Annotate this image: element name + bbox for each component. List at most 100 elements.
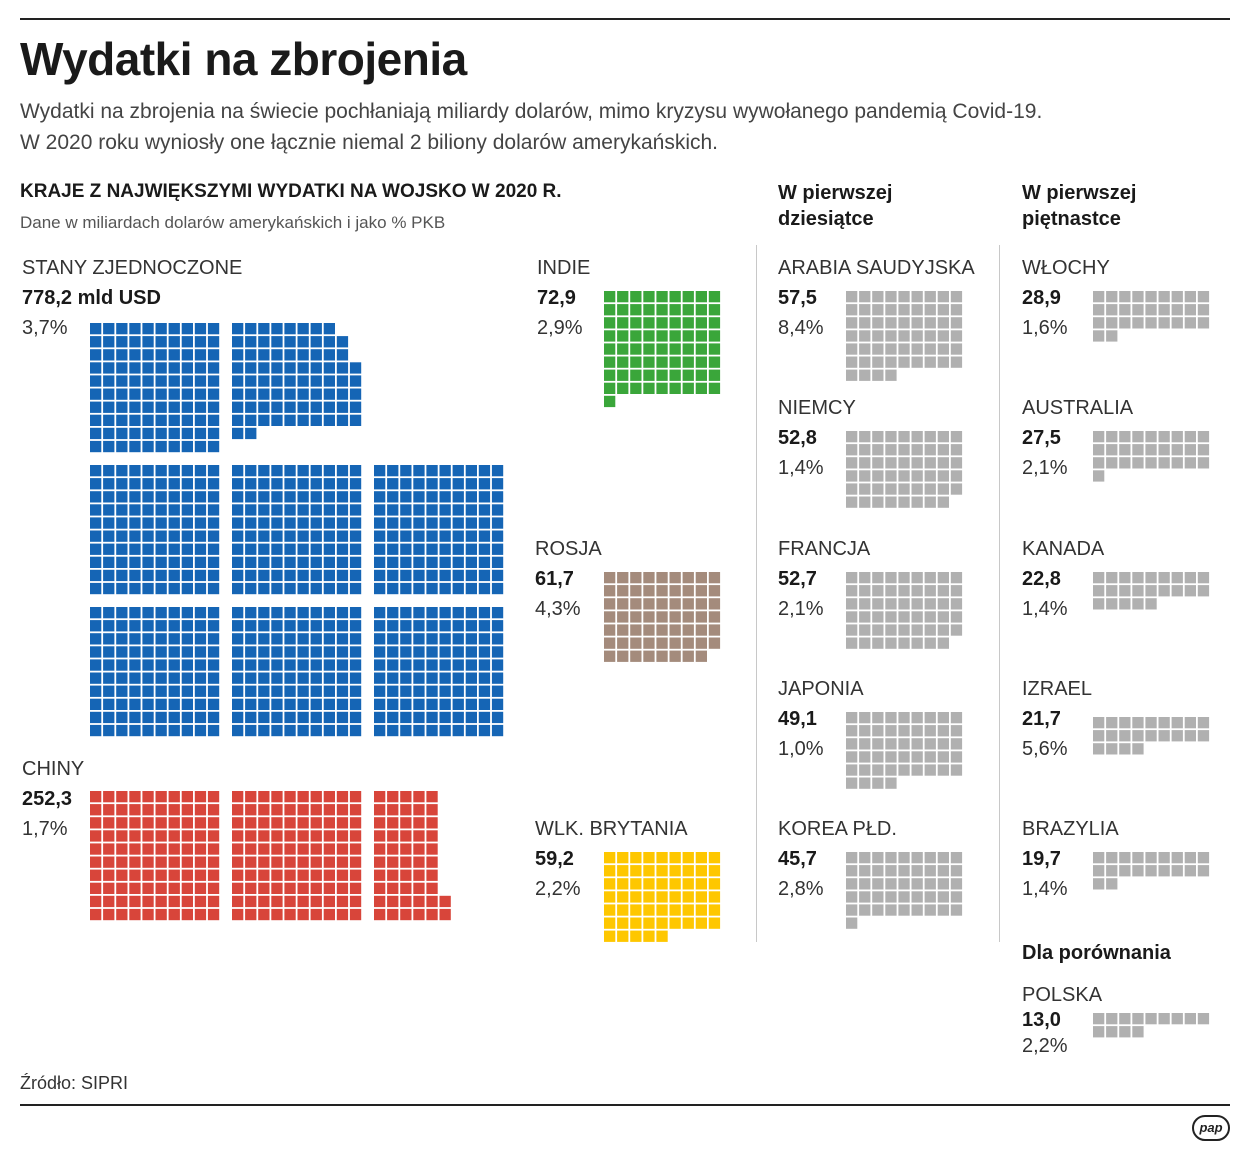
waffle-niemcy-cell [898,496,910,508]
waffle-indie-cell [669,343,681,355]
waffle-stany-zjednoczone-cell [129,517,141,529]
waffle-stany-zjednoczone-cell [142,685,154,697]
waffle-indie-cell [604,382,616,394]
waffle-stany-zjednoczone-cell [271,582,283,595]
waffle-japonia-cell [846,712,858,724]
waffle-stany-zjednoczone-cell [491,491,504,503]
waffle-stany-zjednoczone-cell [103,478,115,490]
waffle-stany-zjednoczone-cell [90,724,102,737]
waffle-rosja-cell [643,637,655,649]
waffle-brazylia-cell [1106,878,1118,890]
waffle-korea-pld-cell [924,891,936,903]
waffle-stany-zjednoczone-cell [271,336,283,348]
waffle-wlk-brytania-cell [656,891,668,903]
waffle-wlk-brytania-cell [669,878,681,890]
waffle-stany-zjednoczone-cell [245,517,257,529]
waffle-australia-cell [1093,431,1105,443]
waffle-stany-zjednoczone-cell [271,517,283,529]
waffle-australia-cell [1119,431,1131,443]
waffle-stany-zjednoczone-cell [90,620,102,632]
waffle-indie-cell [708,291,721,303]
waffle-chiny-cell [168,856,180,868]
country-gdp-brazylia: 1,4% [1022,878,1068,900]
waffle-australia-cell [1158,457,1170,469]
waffle-wlk-brytania-cell [630,878,642,890]
waffle-francja-cell [846,598,858,610]
waffle-rosja-cell [708,611,721,623]
waffle-wlk-brytania-cell [695,891,707,903]
waffle-rosja-cell [630,611,642,623]
waffle-stany-zjednoczone-cell [387,530,399,542]
waffle-stany-zjednoczone-cell [181,427,193,440]
waffle-stany-zjednoczone-cell [258,556,270,568]
waffle-stany-zjednoczone-cell [491,646,504,658]
waffle-stany-zjednoczone-cell [168,517,180,529]
waffle-stany-zjednoczone-cell [413,569,425,582]
waffle-chiny-cell [129,791,141,803]
waffle-australia-cell [1119,444,1131,456]
waffle-stany-zjednoczone-cell [103,349,115,361]
waffle-chiny-cell [155,856,167,868]
waffle-arabia-saudyjska-cell [937,317,949,329]
waffle-rosja-cell [617,650,629,662]
waffle-wlochy-cell [1197,304,1210,316]
waffle-australia-cell [1171,431,1183,443]
waffle-indie-cell [617,291,629,303]
waffle-stany-zjednoczone-cell [258,724,270,737]
waffle-wlochy-cell [1184,317,1196,329]
country-label-brazylia: BRAZYLIA [1022,818,1119,840]
waffle-kanada-cell [1106,572,1118,584]
waffle-stany-zjednoczone-cell [323,633,335,645]
waffle-arabia-saudyjska-cell [911,343,923,355]
waffle-stany-zjednoczone-cell [336,659,349,671]
waffle-korea-pld-cell [885,891,897,903]
waffle-stany-zjednoczone-cell [349,375,362,387]
waffle-stany-zjednoczone-cell [284,414,296,426]
waffle-stany-zjednoczone-cell [426,724,438,737]
waffle-francja-cell [924,611,936,623]
waffle-stany-zjednoczone-cell [297,517,309,529]
waffle-chiny-cell [387,908,399,921]
waffle-wlochy-cell [1132,317,1144,329]
waffle-korea-pld-cell [924,878,936,890]
waffle-stany-zjednoczone-cell [116,620,128,632]
waffle-stany-zjednoczone-cell [90,414,102,426]
waffle-stany-zjednoczone-cell [116,427,128,440]
waffle-chiny-cell [349,895,362,908]
waffle-stany-zjednoczone-cell [323,582,335,595]
waffle-indie-cell [669,330,681,342]
waffle-chiny-cell [271,895,283,908]
country-label-arabia-saudyjska: ARABIA SAUDYJSKA [778,257,975,279]
waffle-chiny-cell [142,804,154,816]
waffle-chiny-cell [310,843,322,855]
waffle-stany-zjednoczone-cell [258,672,270,684]
waffle-stany-zjednoczone-cell [116,711,128,724]
waffle-stany-zjednoczone-cell [491,724,504,737]
waffle-indie-cell [682,330,694,342]
waffle-francja-cell [911,585,923,597]
waffle-chiny-cell [142,791,154,803]
waffle-stany-zjednoczone-cell [310,465,322,477]
waffle-arabia-saudyjska-cell [950,317,963,329]
waffle-stany-zjednoczone-cell [426,646,438,658]
waffle-stany-zjednoczone-cell [155,646,167,658]
country-label-japonia: JAPONIA [778,678,864,700]
waffle-chiny-cell [194,817,207,829]
waffle-wlochy-cell [1145,317,1157,329]
country-label-izrael: IZRAEL [1022,678,1093,700]
waffle-stany-zjednoczone-cell [323,711,335,724]
waffle-chiny-cell [426,791,438,803]
waffle-chiny-cell [413,791,425,803]
country-gdp-stany-zjednoczone: 3,7% [22,317,68,339]
waffle-wlk-brytania-cell [617,891,629,903]
waffle-stany-zjednoczone-cell [452,517,464,529]
waffle-niemcy-cell [846,457,858,469]
waffle-stany-zjednoczone-cell [207,646,220,658]
waffle-stany-zjednoczone-cell [116,375,128,387]
waffle-stany-zjednoczone-cell [297,569,309,582]
waffle-niemcy-cell [898,470,910,482]
waffle-stany-zjednoczone-cell [271,672,283,684]
country-value-brazylia: 19,7 [1022,848,1061,870]
waffle-chiny-cell [103,856,115,868]
waffle-stany-zjednoczone-cell [245,724,257,737]
